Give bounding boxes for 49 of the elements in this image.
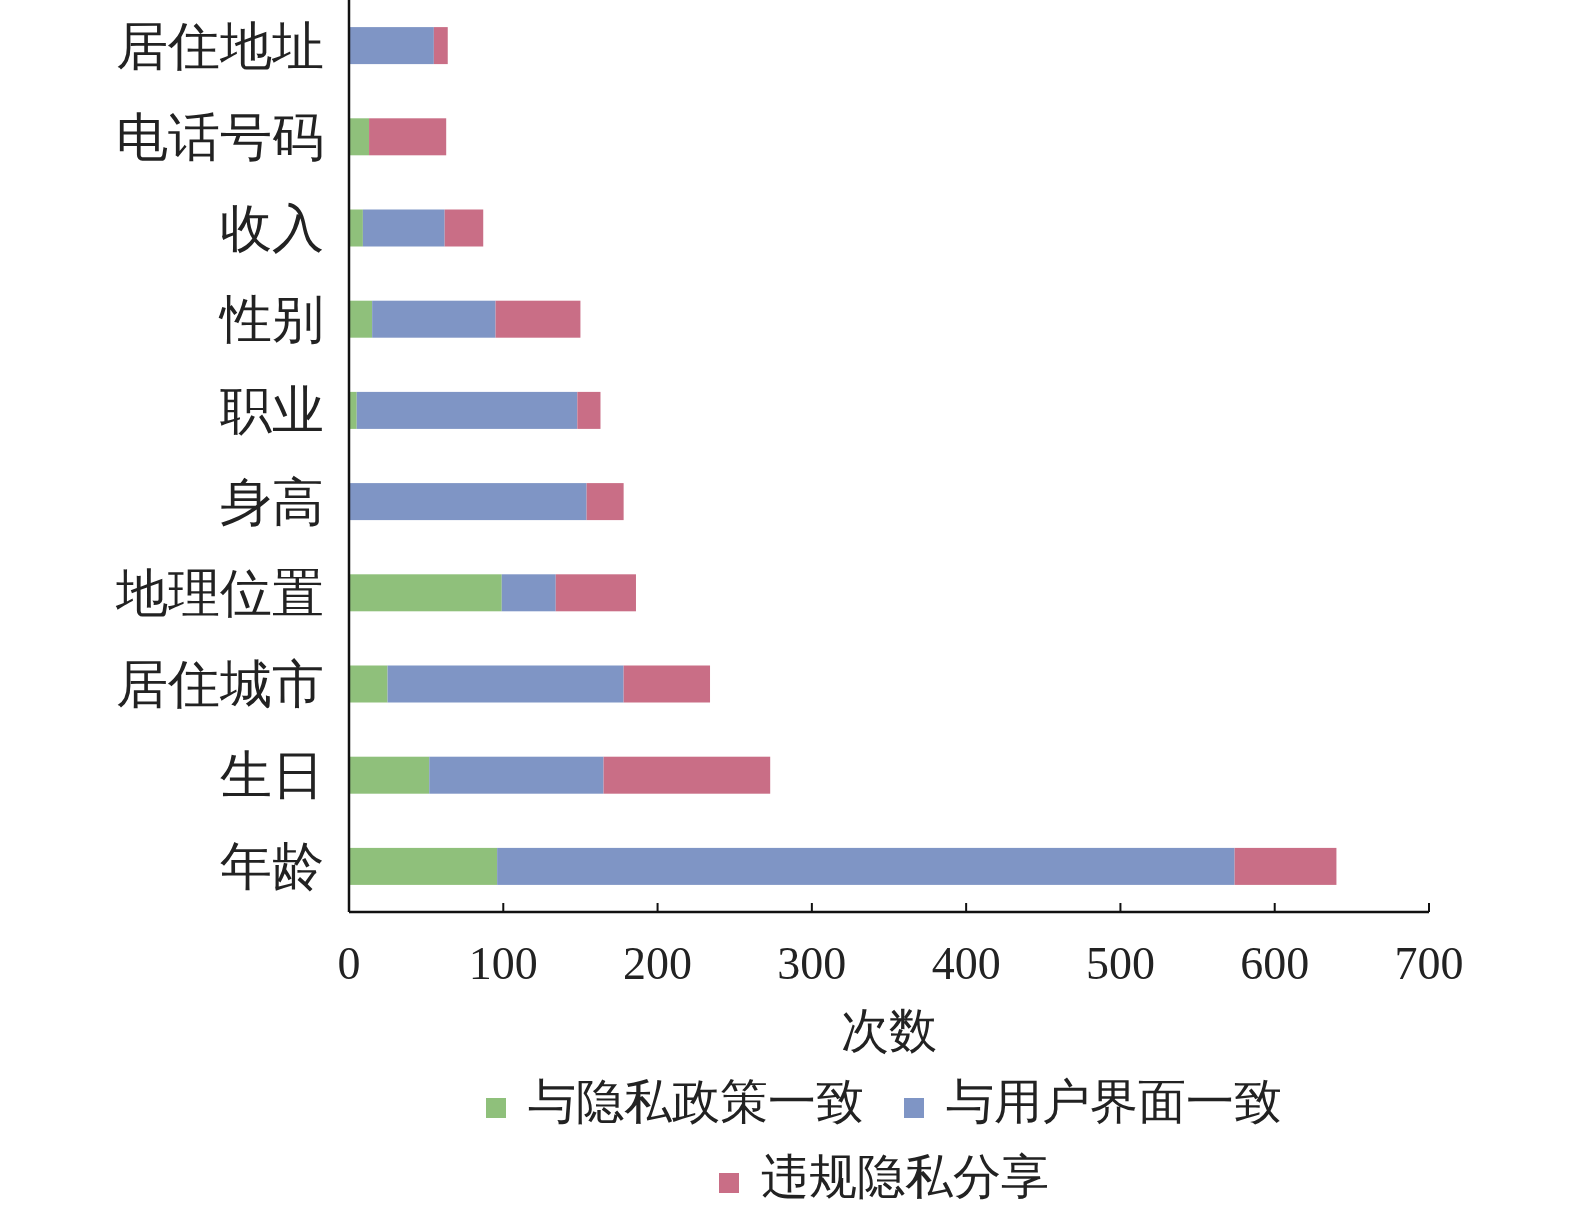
bar — [387, 665, 624, 703]
x-tick-label: 500 — [1085, 938, 1155, 989]
x-axis-title: 次数 — [841, 1004, 937, 1057]
x-tick-label: 300 — [777, 938, 847, 989]
bar — [501, 574, 556, 612]
bar — [603, 756, 771, 794]
y-tick-label: 居住城市 — [116, 656, 324, 713]
bar — [349, 391, 357, 429]
x-tick-label: 100 — [468, 938, 538, 989]
bar — [369, 118, 447, 156]
bar — [349, 756, 430, 794]
y-tick-label: 收入 — [220, 200, 324, 257]
bar — [497, 847, 1235, 885]
x-tick-label: 0 — [337, 938, 361, 989]
bar — [349, 209, 363, 247]
x-tick-label: 400 — [931, 938, 1001, 989]
legend-label: 违规隐私分享 — [761, 1150, 1049, 1203]
bar — [1234, 847, 1337, 885]
bar — [349, 665, 388, 703]
bar — [349, 574, 502, 612]
y-tick-label: 年龄 — [220, 838, 324, 896]
bar — [356, 391, 578, 429]
bar — [362, 209, 445, 247]
x-tick-label: 600 — [1240, 938, 1310, 989]
bar — [349, 118, 370, 156]
bar — [372, 300, 496, 338]
bar — [429, 756, 604, 794]
bar — [555, 574, 636, 612]
y-tick-label: 身高 — [220, 473, 324, 531]
legend-label: 与隐私政策一致 — [528, 1075, 864, 1128]
y-tick-label: 地理位置 — [115, 564, 324, 622]
bar — [586, 483, 624, 521]
bar — [433, 27, 448, 65]
bar — [349, 847, 498, 885]
bar — [444, 209, 484, 247]
bar — [349, 27, 434, 65]
y-tick-label: 性别 — [218, 291, 324, 349]
bar — [495, 300, 581, 338]
legend-label: 与用户界面一致 — [946, 1075, 1282, 1128]
y-tick-label: 生日 — [220, 747, 324, 805]
x-tick-label: 200 — [623, 938, 693, 989]
x-tick-label: 700 — [1394, 938, 1464, 989]
y-tick-label: 居住地址 — [116, 17, 324, 75]
bar — [577, 391, 601, 429]
y-tick-label: 电话号码 — [116, 108, 324, 166]
bar — [349, 483, 587, 521]
bar — [349, 300, 373, 338]
bar — [623, 665, 711, 703]
y-tick-label: 职业 — [220, 382, 324, 440]
